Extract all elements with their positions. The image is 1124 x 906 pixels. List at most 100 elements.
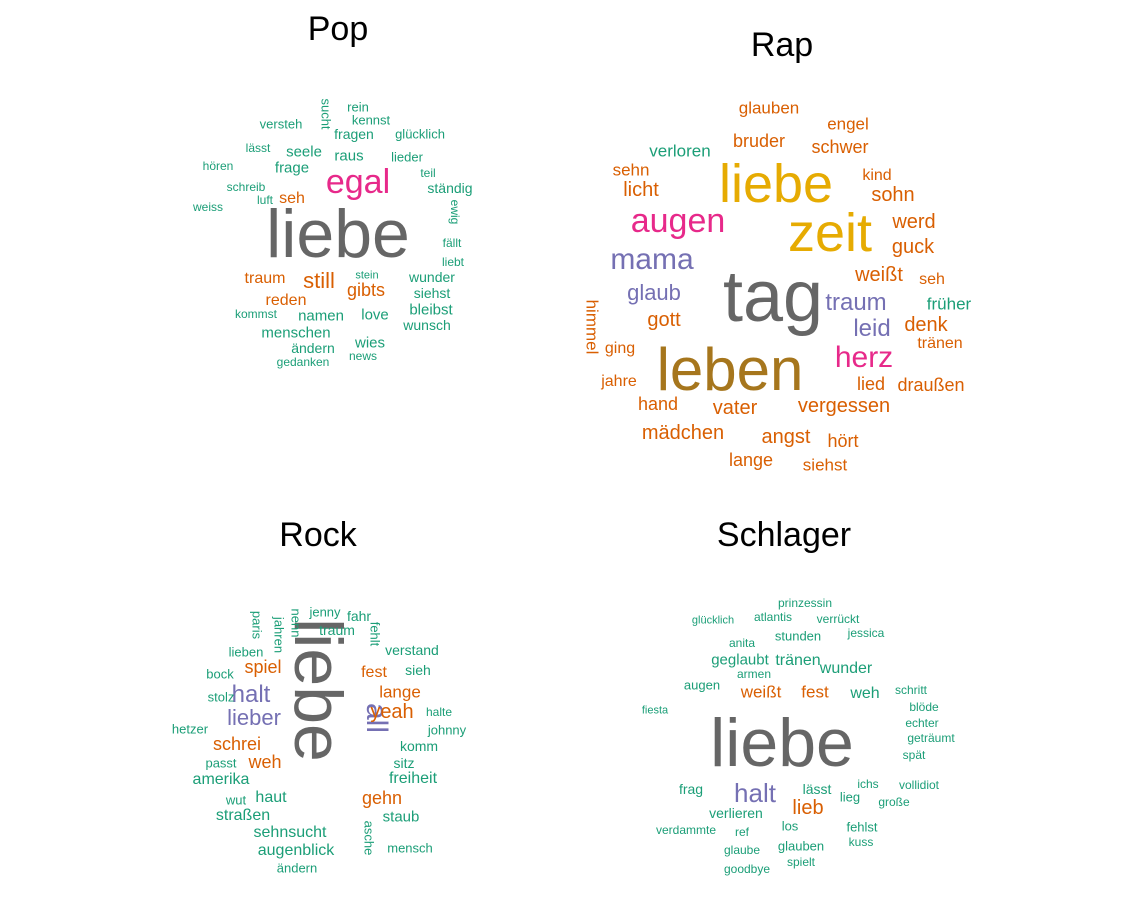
- wordcloud-word: weißt: [740, 682, 782, 702]
- wordcloud-word: geträumt: [907, 731, 955, 745]
- wordcloud-word: schrei: [212, 734, 262, 754]
- wordcloud-word: traum: [319, 622, 355, 638]
- wordcloud-word: jenny: [309, 604, 341, 620]
- wordcloud-word: lässt: [802, 781, 832, 797]
- wordcloud-word: verdammte: [655, 823, 717, 837]
- wordcloud-word: ref: [734, 825, 750, 839]
- wordcloud-word: stunden: [774, 628, 822, 644]
- wordcloud-word: engel: [827, 114, 869, 134]
- wordcloud-word: haut: [255, 789, 287, 806]
- wordcloud-word: jessica: [847, 626, 885, 640]
- wordcloud-word: nenn: [288, 608, 304, 638]
- wordcloud-word: los: [781, 818, 799, 834]
- wordcloud-word: yeah: [370, 701, 414, 723]
- wordcloud-word: johnny: [427, 722, 467, 738]
- wordcloud-word: fehlst: [846, 819, 878, 835]
- wordcloud-word: bruder: [732, 131, 786, 151]
- wordcloud-word: gott: [647, 309, 681, 331]
- wordcloud-word: lieb: [792, 797, 824, 819]
- wordcloud-word: hört: [827, 431, 859, 451]
- wordcloud-word: glauben: [738, 98, 800, 118]
- wordcloud-word: kennst: [351, 112, 391, 128]
- wordcloud-word: fragen: [334, 126, 374, 142]
- wordcloud-word: fiesta: [641, 704, 669, 717]
- wordcloud-word: bock: [206, 666, 234, 682]
- wordcloud-word: egal: [325, 163, 391, 201]
- wordcloud-word: verlieren: [709, 805, 763, 821]
- wordcloud-word: hand: [637, 394, 679, 414]
- wordcloud-word: fällt: [442, 236, 462, 250]
- wordcloud-word: schreib: [226, 180, 266, 194]
- wordcloud-word: reden: [265, 292, 307, 309]
- wordcloud-word: himmel: [582, 299, 602, 355]
- wordcloud-word: spielt: [786, 855, 816, 869]
- wordcloud-word: paris: [249, 610, 265, 640]
- wordcloud-word: ständig: [427, 180, 473, 196]
- wordcloud-word: guck: [891, 236, 935, 258]
- wordcloud-word: glücklich: [395, 126, 445, 142]
- wordcloud-word: vollidiot: [898, 778, 940, 792]
- wordcloud-word: lange: [379, 682, 421, 702]
- wordcloud-word: weh: [850, 685, 880, 702]
- wordcloud-word: versteh: [259, 116, 303, 132]
- wordcloud-word: lässt: [245, 141, 271, 155]
- wordcloud-word: menschen: [261, 324, 331, 342]
- wordcloud-word: ewig: [448, 199, 462, 225]
- wordcloud-word: news: [348, 349, 378, 363]
- wordcloud-word: sehnsucht: [253, 824, 327, 841]
- wordcloud-word: mensch: [387, 840, 433, 856]
- wordcloud-word: geglaubt: [711, 651, 769, 669]
- wordcloud-word: teil: [420, 166, 436, 180]
- wordcloud-word: wunder: [819, 660, 873, 677]
- wordcloud-word: sitz: [393, 755, 415, 771]
- wordcloud-word: namen: [298, 307, 344, 325]
- wordcloud-word: sieh: [405, 662, 431, 678]
- wordcloud-word: ichs: [857, 777, 879, 791]
- wordcloud-word: kuss: [848, 835, 874, 849]
- wordcloud-word: sucht: [318, 98, 334, 130]
- wordcloud-word: glaub: [627, 280, 681, 305]
- wordcloud-word: herz: [834, 341, 894, 374]
- wordcloud-word: love: [361, 306, 389, 324]
- wordcloud-word: traum: [244, 270, 286, 287]
- wordcloud-word: lied: [856, 374, 886, 394]
- wordcloud-word: armen: [736, 667, 772, 681]
- panel-title: Schlager: [716, 516, 852, 554]
- wordcloud-word: wut: [225, 792, 247, 808]
- wordcloud-panel-rap: Rap tag leben liebe zeit augen herz mama glaub t…: [560, 0, 1124, 480]
- wordcloud-word: traum: [825, 289, 887, 316]
- wordcloud-word: luft: [256, 193, 274, 207]
- wordcloud-word: kommst: [235, 307, 277, 321]
- wordcloud-word: fehlt: [367, 621, 383, 647]
- wordcloud-word: jahren: [271, 616, 287, 654]
- wordcloud-word: lieben: [228, 644, 264, 660]
- wordcloud-word: stolz: [207, 689, 235, 705]
- wordcloud-word: straßen: [215, 807, 271, 824]
- wordcloud-word: ging: [604, 340, 636, 357]
- wordcloud-word: augenblick: [257, 842, 335, 859]
- wordcloud-word: stein: [355, 269, 379, 282]
- wordcloud-word: spiel: [244, 657, 282, 677]
- wordcloud-word: fest: [801, 682, 829, 702]
- wordcloud-word: vergessen: [797, 395, 891, 417]
- wordcloud-word: schwer: [811, 137, 869, 157]
- wordcloud-word: tränen: [775, 652, 821, 669]
- wordcloud-word: angst: [761, 426, 811, 448]
- wordcloud-word: leben: [656, 336, 804, 403]
- wordcloud-word: seele: [286, 143, 322, 161]
- wordcloud-word: lieber: [227, 705, 281, 730]
- wordcloud-word: sehn: [612, 160, 650, 180]
- wordcloud-word: große: [878, 795, 910, 809]
- wordcloud-word: schritt: [894, 683, 928, 697]
- wordcloud-word: freiheit: [388, 770, 438, 787]
- wordcloud-word: zeit: [787, 203, 873, 263]
- wordcloud-word: mädchen: [641, 422, 725, 444]
- wordcloud-word: mama: [610, 243, 694, 276]
- wordcloud-word: wies: [354, 334, 386, 352]
- wordcloud-word: halt: [231, 681, 271, 708]
- wordcloud-word: jahre: [601, 373, 637, 390]
- wordcloud-word: licht: [623, 179, 659, 201]
- wordcloud-word: gibts: [346, 280, 386, 300]
- wordcloud-word: kind: [862, 167, 892, 184]
- wordcloud-word: liebe: [718, 154, 834, 214]
